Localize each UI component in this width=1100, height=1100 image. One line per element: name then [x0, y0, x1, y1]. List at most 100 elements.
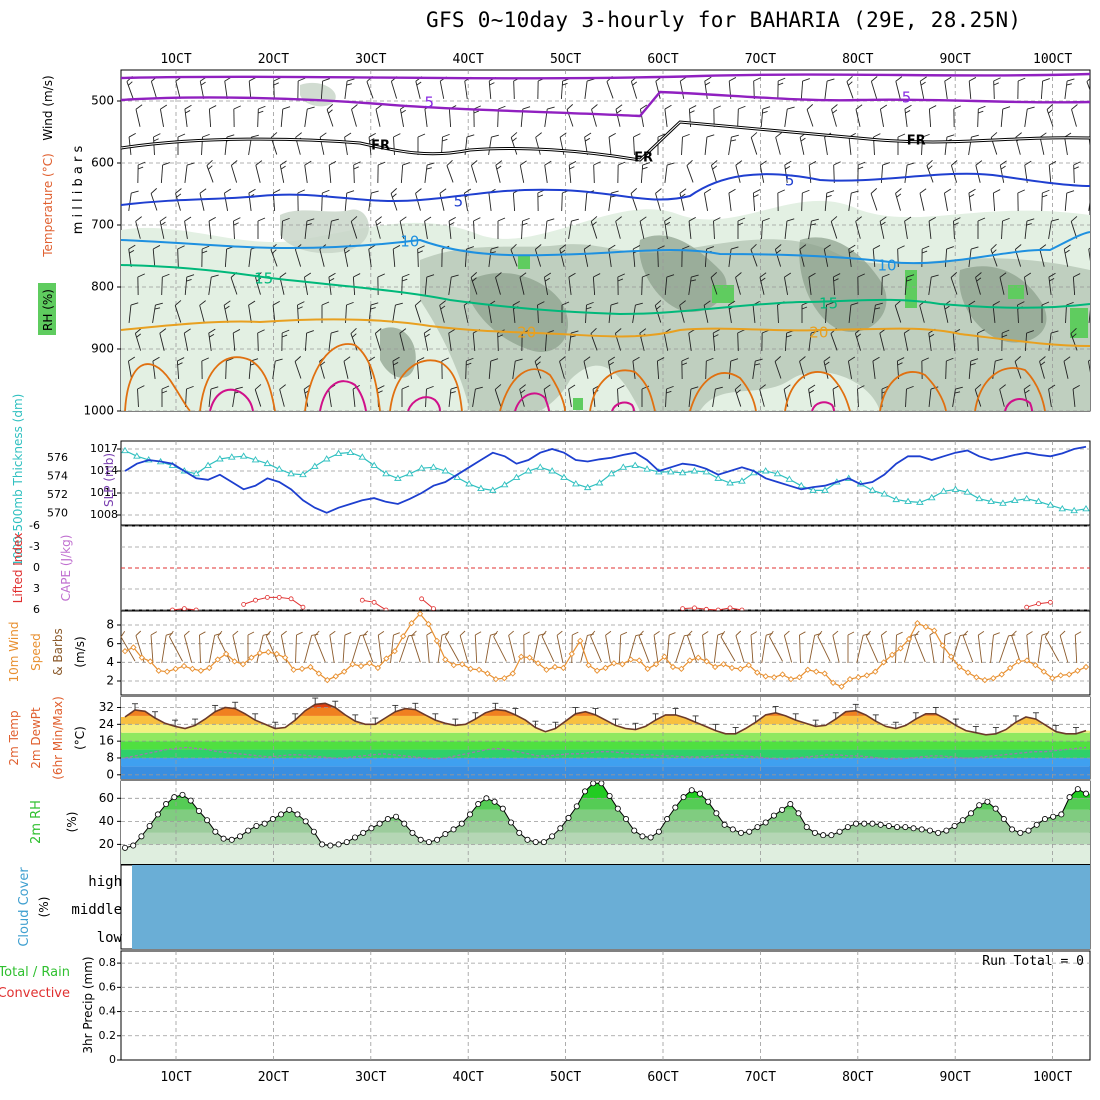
li-marker	[264, 595, 270, 600]
rh-marker	[1050, 813, 1057, 820]
barb-feather	[297, 189, 305, 194]
barb-feather	[879, 216, 887, 222]
rh-marker	[894, 824, 901, 831]
wind-barb	[728, 188, 736, 211]
wind-barb	[495, 272, 502, 295]
temp-minmax-bars	[132, 697, 1079, 734]
barb-shaft	[135, 221, 141, 239]
barb-shaft	[541, 636, 555, 662]
barb-feather	[635, 302, 643, 306]
wind-barb	[353, 161, 361, 184]
barb-feather	[320, 361, 326, 366]
wind-barb	[201, 357, 209, 380]
barb-feather	[489, 82, 495, 86]
barb-shaft	[426, 635, 430, 663]
thickness-marker	[311, 462, 319, 469]
wind-barb	[783, 272, 792, 295]
rh-marker	[721, 821, 728, 828]
barb-feather	[466, 246, 474, 250]
wind-barb	[977, 631, 985, 663]
wind-barb	[153, 133, 161, 156]
thickness-marker	[714, 474, 723, 481]
barb-feather	[760, 277, 766, 282]
barb-feather	[400, 109, 406, 114]
wind-barb	[1059, 630, 1069, 663]
wind-barb	[1026, 631, 1033, 663]
barb-shaft	[713, 635, 719, 663]
wind-barb	[559, 356, 566, 379]
barb-feather	[921, 250, 928, 254]
wind-barb	[639, 104, 648, 127]
date-tick-top: 6OCT	[647, 52, 678, 67]
barb-feather	[282, 106, 291, 110]
barb-feather	[944, 632, 952, 636]
barb-shaft	[174, 305, 182, 323]
barb-feather	[206, 160, 213, 166]
barb-feather	[657, 357, 665, 362]
wind-barb	[472, 386, 483, 407]
barb-feather	[970, 363, 976, 366]
wind-10m-barbs	[120, 630, 1082, 664]
wind-barb	[953, 105, 961, 128]
wind-barb	[392, 302, 403, 323]
wind-barb	[944, 76, 952, 99]
li-marker	[359, 597, 365, 603]
rh-marker	[319, 841, 326, 848]
wind-barb	[664, 216, 672, 239]
barb-feather	[881, 630, 887, 636]
barb-shaft	[590, 635, 602, 663]
wind-barb	[665, 385, 674, 408]
wind-barb	[737, 329, 745, 352]
barb-feather	[904, 104, 912, 110]
barb-feather	[184, 630, 190, 636]
wind-barb	[446, 160, 454, 183]
thickness-marker	[204, 461, 212, 468]
wind-barb	[590, 216, 598, 239]
barb-shaft	[737, 108, 739, 128]
wind-barb	[593, 161, 601, 184]
barb-feather	[297, 77, 306, 82]
barb-shaft	[1074, 634, 1078, 664]
rh-marker	[836, 828, 843, 835]
wind-barb	[199, 631, 206, 664]
barb-shaft	[150, 635, 154, 663]
barb-feather	[128, 244, 136, 250]
wind-barb	[128, 190, 139, 211]
barb-feather	[944, 76, 952, 82]
barb-shaft	[664, 165, 668, 183]
barb-feather	[346, 83, 352, 86]
barb-feather	[448, 328, 456, 334]
y-tick-label: 32	[99, 700, 114, 714]
barb-feather	[330, 330, 339, 334]
temp-band	[121, 741, 1090, 750]
wind-barb	[639, 216, 647, 239]
wind-barb	[257, 105, 266, 128]
barb-shaft	[534, 249, 542, 267]
barb-feather	[880, 104, 888, 110]
barb-shaft	[328, 221, 332, 239]
rh-marker	[130, 842, 137, 849]
barb-feather	[666, 385, 674, 390]
barb-feather	[395, 302, 403, 306]
wind-speed-marker	[686, 657, 693, 664]
barb-shaft	[328, 389, 332, 407]
barb-shaft	[608, 137, 612, 155]
wind-barb	[297, 77, 306, 100]
barb-feather	[490, 251, 496, 254]
li-ylabel: Lifted Index	[11, 533, 25, 604]
wind-barb	[713, 217, 721, 240]
barb-shaft	[704, 81, 708, 99]
barb-shaft	[799, 634, 801, 664]
thickness-marker	[821, 486, 829, 493]
barb-shaft	[825, 304, 827, 324]
barb-shaft	[255, 165, 261, 183]
barb-feather	[735, 272, 742, 278]
barb-feather	[159, 328, 167, 334]
barb-shaft	[510, 249, 518, 267]
thickness-marker	[488, 486, 497, 493]
wind-barb	[304, 330, 314, 352]
wind-barb	[493, 630, 507, 662]
barb-feather	[977, 329, 985, 334]
barb-shaft	[230, 165, 238, 183]
barb-feather	[378, 631, 385, 636]
